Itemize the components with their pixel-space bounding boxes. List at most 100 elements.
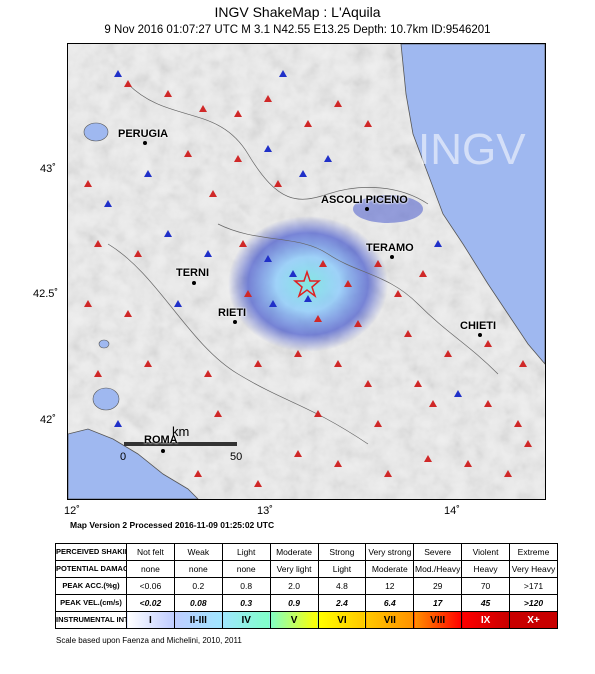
ingv-watermark: INGV xyxy=(418,125,526,174)
legend-cell: II-III xyxy=(173,611,223,629)
intensity-legend: PERCEIVED SHAKINGNot feltWeakLightModera… xyxy=(55,543,558,629)
legend-cell: I xyxy=(126,611,175,629)
station-marker xyxy=(164,230,172,237)
lake xyxy=(98,339,110,349)
legend-cell: none xyxy=(221,560,271,578)
station-marker xyxy=(114,70,122,77)
legend-cell: 70 xyxy=(461,577,510,595)
lon-tick-label: 12˚ xyxy=(64,505,80,517)
region-border xyxy=(217,223,499,375)
legend-cell: 2.0 xyxy=(269,577,319,595)
station-marker xyxy=(444,350,452,357)
station-marker xyxy=(264,145,272,152)
legend-row-intensity: INSTRUMENTAL INTENSITYIII-IIIIVVVIVIIVII… xyxy=(55,611,558,629)
city-label-rieti: RIETI xyxy=(218,307,247,319)
legend-cell: Heavy xyxy=(461,560,510,578)
legend-cell: Weak xyxy=(173,543,223,561)
legend-cell: Extreme xyxy=(509,543,558,561)
station-marker xyxy=(184,150,192,157)
legend-cell: Strong xyxy=(317,543,367,561)
station-marker xyxy=(434,240,442,247)
station-marker xyxy=(254,480,262,487)
station-marker xyxy=(104,200,112,207)
station-marker xyxy=(264,255,272,262)
station-marker xyxy=(364,380,372,387)
legend-cell: <0.02 xyxy=(126,594,175,612)
station-marker xyxy=(304,295,312,302)
station-marker xyxy=(484,400,492,407)
legend-cell: Moderate xyxy=(365,560,415,578)
lake-trasimeno xyxy=(83,122,109,142)
station-marker xyxy=(524,440,532,447)
legend-cell: 17 xyxy=(413,594,463,612)
legend-cell: 4.8 xyxy=(317,577,367,595)
processed-info: Map Version 2 Processed 2016-11-09 01:25… xyxy=(70,520,275,530)
station-marker xyxy=(404,330,412,337)
legend-row-header: INSTRUMENTAL INTENSITY xyxy=(55,611,127,629)
station-marker xyxy=(384,470,392,477)
shaking-area xyxy=(353,195,423,223)
station-marker xyxy=(294,450,302,457)
station-marker xyxy=(424,455,432,462)
lat-tick-label: 42.5˚ xyxy=(33,288,59,300)
legend-cell: Very light xyxy=(269,560,319,578)
lat-tick-label: 42˚ xyxy=(40,414,56,426)
station-marker xyxy=(134,250,142,257)
region-border xyxy=(127,83,429,205)
lake-bracciano xyxy=(92,387,120,411)
map-title: INGV ShakeMap : L'Aquila xyxy=(214,4,381,20)
city-label-perugia: PERUGIA xyxy=(118,128,169,140)
station-marker xyxy=(374,260,382,267)
legend-cell: X+ xyxy=(509,611,558,629)
city-marker xyxy=(365,207,369,211)
station-marker xyxy=(174,300,182,307)
legend-cell: IX xyxy=(461,611,510,629)
station-marker xyxy=(324,155,332,162)
legend-cell: none xyxy=(173,560,223,578)
station-marker xyxy=(274,180,282,187)
lon-tick-label: 14˚ xyxy=(444,505,460,517)
station-marker xyxy=(519,360,527,367)
legend-cell: Very Heavy xyxy=(509,560,558,578)
station-marker xyxy=(124,80,132,87)
station-marker xyxy=(114,420,122,427)
shakemap[interactable]: INGV PERUGIA ASCOLI PICENO TERAMO TERNI … xyxy=(67,43,546,500)
station-marker xyxy=(374,420,382,427)
station-marker xyxy=(204,250,212,257)
station-marker xyxy=(464,460,472,467)
legend-cell: 0.9 xyxy=(269,594,319,612)
station-marker xyxy=(419,270,427,277)
city-marker xyxy=(143,141,147,145)
station-marker xyxy=(204,370,212,377)
legend-cell: VII xyxy=(365,611,415,629)
station-marker xyxy=(234,155,242,162)
city-marker xyxy=(390,255,394,259)
map-canvas: INGV xyxy=(68,44,545,499)
legend-cell: 0.8 xyxy=(221,577,271,595)
city-marker xyxy=(478,333,482,337)
legend-cell: Severe xyxy=(413,543,463,561)
city-label-ascoli-piceno: ASCOLI PICENO xyxy=(321,194,408,206)
epicenter-star xyxy=(292,269,322,299)
station-marker xyxy=(239,240,247,247)
lat-tick-label: 43˚ xyxy=(40,163,56,175)
shaking-area xyxy=(228,216,388,352)
station-marker xyxy=(414,380,422,387)
legend-cell: Mod./Heavy xyxy=(413,560,463,578)
event-info: 9 Nov 2016 01:07:27 UTC M 3.1 N42.55 E13… xyxy=(104,24,491,36)
station-marker xyxy=(84,180,92,187)
legend-cell: Very strong xyxy=(365,543,415,561)
station-marker xyxy=(304,120,312,127)
city-label-terni: TERNI xyxy=(176,267,209,279)
legend-cell: >120 xyxy=(509,594,558,612)
city-label-teramo: TERAMO xyxy=(366,242,414,254)
station-marker xyxy=(94,240,102,247)
legend-cell: 0.3 xyxy=(221,594,271,612)
tyrrhenian-sea xyxy=(68,428,199,499)
station-marker xyxy=(319,260,327,267)
legend-row-damage: POTENTIAL DAMAGE none none none Very light Li… xyxy=(55,560,558,578)
legend-cell: V xyxy=(269,611,319,629)
scale-note: Scale based upon Faenza and Michelini, 2… xyxy=(56,636,242,645)
scale-bar xyxy=(124,442,237,446)
legend-cell: 45 xyxy=(461,594,510,612)
